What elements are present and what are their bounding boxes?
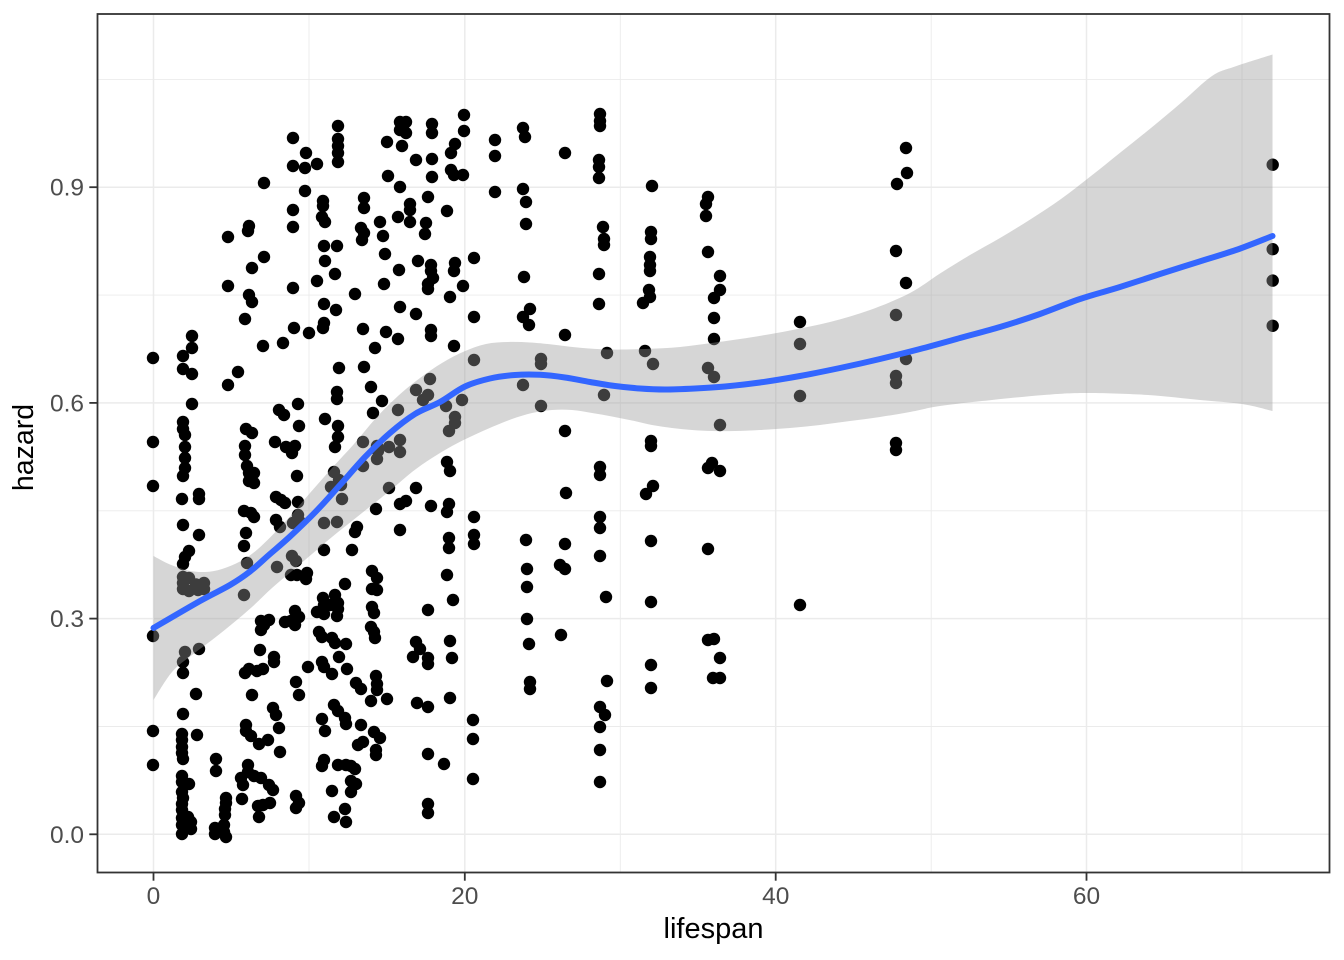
- svg-text:40: 40: [762, 883, 789, 910]
- svg-text:0.9: 0.9: [50, 175, 84, 202]
- svg-text:hazard: hazard: [8, 404, 40, 491]
- svg-text:0: 0: [147, 883, 161, 910]
- svg-text:60: 60: [1073, 883, 1100, 910]
- svg-text:0.3: 0.3: [50, 606, 84, 633]
- svg-text:0.6: 0.6: [50, 390, 84, 417]
- svg-text:20: 20: [451, 883, 478, 910]
- svg-text:0.0: 0.0: [50, 822, 84, 849]
- svg-text:lifespan: lifespan: [664, 913, 764, 945]
